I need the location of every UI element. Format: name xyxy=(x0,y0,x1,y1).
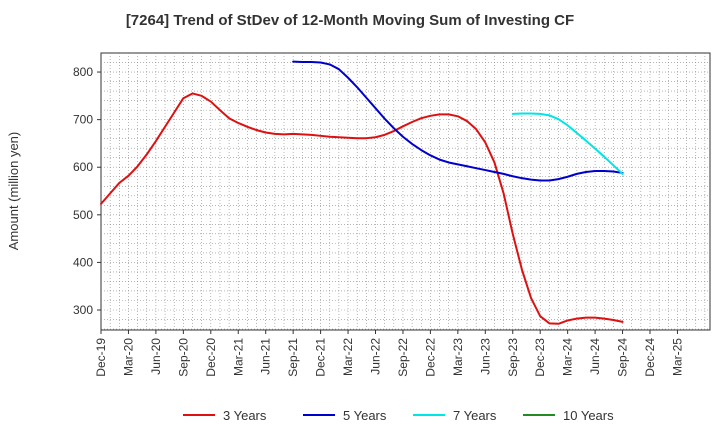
series-line-3-years xyxy=(100,92,624,325)
x-tick-label: Mar-24 xyxy=(561,338,575,376)
x-tick-label: Mar-20 xyxy=(121,338,135,376)
x-tick-label: Dec-23 xyxy=(533,338,547,377)
x-tick-label: Dec-24 xyxy=(643,338,657,377)
x-tick-label: Dec-20 xyxy=(204,338,218,377)
x-axis: Dec-19 Mar-20 Jun-20 Sep-20 Dec-20 Mar-21 Jun-… xyxy=(94,330,684,377)
x-tick-label: Jun-21 xyxy=(259,338,273,375)
x-tick-label: Sep-24 xyxy=(616,338,630,377)
grid xyxy=(101,53,710,330)
y-axis: 300 400 500 600 700 800 xyxy=(73,65,101,317)
x-tick-label: Mar-25 xyxy=(670,338,684,376)
series-line-5-years xyxy=(292,60,624,182)
x-tick-label: Jun-22 xyxy=(369,338,383,375)
y-tick-label: 400 xyxy=(73,255,93,269)
legend-label: 10 Years xyxy=(563,408,614,423)
y-tick-label: 500 xyxy=(73,208,93,222)
legend-label: 7 Years xyxy=(453,408,497,423)
series-lines xyxy=(100,60,624,325)
plot-area xyxy=(100,52,711,331)
legend-label: 3 Years xyxy=(223,408,267,423)
x-tick-label: Sep-21 xyxy=(286,338,300,377)
x-tick-label: Dec-19 xyxy=(94,338,108,377)
chart-title: [7264] Trend of StDev of 12-Month Moving… xyxy=(126,12,574,29)
y-tick-label: 800 xyxy=(73,65,93,79)
x-tick-label: Sep-23 xyxy=(506,338,520,377)
x-tick-label: Jun-24 xyxy=(588,338,602,375)
x-tick-label: Mar-23 xyxy=(451,338,465,376)
y-axis-label: Amount (million yen) xyxy=(6,132,21,251)
legend: 3 Years 5 Years 7 Years 10 Years xyxy=(183,408,614,423)
y-tick-label: 600 xyxy=(73,160,93,174)
series-line-7-years xyxy=(511,112,624,175)
y-tick-label: 700 xyxy=(73,113,93,127)
x-tick-label: Jun-20 xyxy=(149,338,163,375)
y-tick-label: 300 xyxy=(73,303,93,317)
legend-label: 5 Years xyxy=(343,408,387,423)
x-tick-label: Dec-21 xyxy=(314,338,328,377)
x-tick-label: Jun-23 xyxy=(478,338,492,375)
x-tick-label: Dec-22 xyxy=(423,338,437,377)
x-tick-label: Mar-22 xyxy=(341,338,355,376)
x-tick-label: Sep-20 xyxy=(176,338,190,377)
x-tick-label: Mar-21 xyxy=(231,338,245,376)
x-tick-label: Sep-22 xyxy=(396,338,410,377)
